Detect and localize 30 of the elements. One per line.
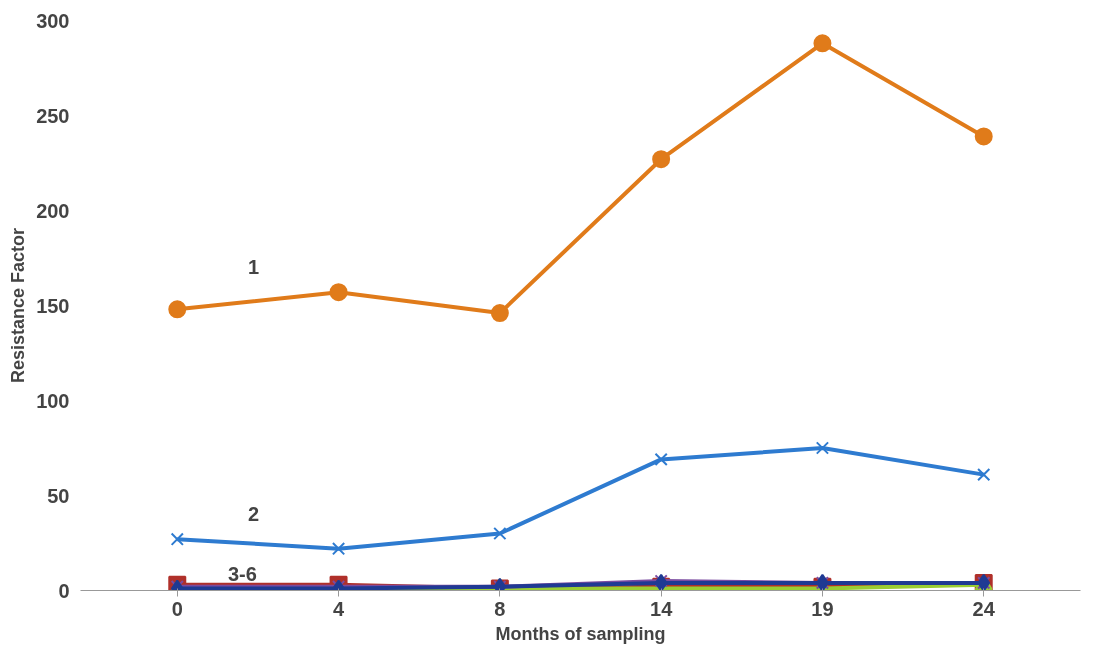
point xyxy=(974,127,993,146)
point xyxy=(490,304,509,323)
point xyxy=(977,467,991,482)
x-tick-label: 24 xyxy=(972,597,996,620)
point xyxy=(331,542,346,556)
x-tick-label: 19 xyxy=(811,597,834,620)
point xyxy=(493,526,507,541)
y-tick-label: 150 xyxy=(36,294,70,317)
point xyxy=(170,532,184,546)
point xyxy=(329,283,348,302)
x-tick-label: 8 xyxy=(494,597,506,620)
point xyxy=(654,452,668,467)
y-tick-label: 250 xyxy=(36,104,70,127)
point xyxy=(815,441,830,455)
series-label: 1 xyxy=(247,256,260,279)
y-tick-label: 0 xyxy=(58,579,70,602)
y-tick-label: 100 xyxy=(36,389,70,412)
x-tick-label: 0 xyxy=(171,597,183,620)
x-axis-title: Months of sampling xyxy=(495,623,666,644)
point xyxy=(813,34,832,53)
x-tick-label: 4 xyxy=(333,597,345,620)
y-tick-label: 200 xyxy=(36,199,70,222)
y-axis-title: Resistance Factor xyxy=(8,227,29,384)
y-tick-label: 50 xyxy=(47,484,70,507)
y-tick-label: 300 xyxy=(36,9,70,32)
series-label: 2 xyxy=(247,503,260,526)
point xyxy=(168,300,187,319)
point xyxy=(652,150,671,169)
annotation: 3-6 xyxy=(227,562,257,585)
x-tick-label: 14 xyxy=(650,597,674,620)
